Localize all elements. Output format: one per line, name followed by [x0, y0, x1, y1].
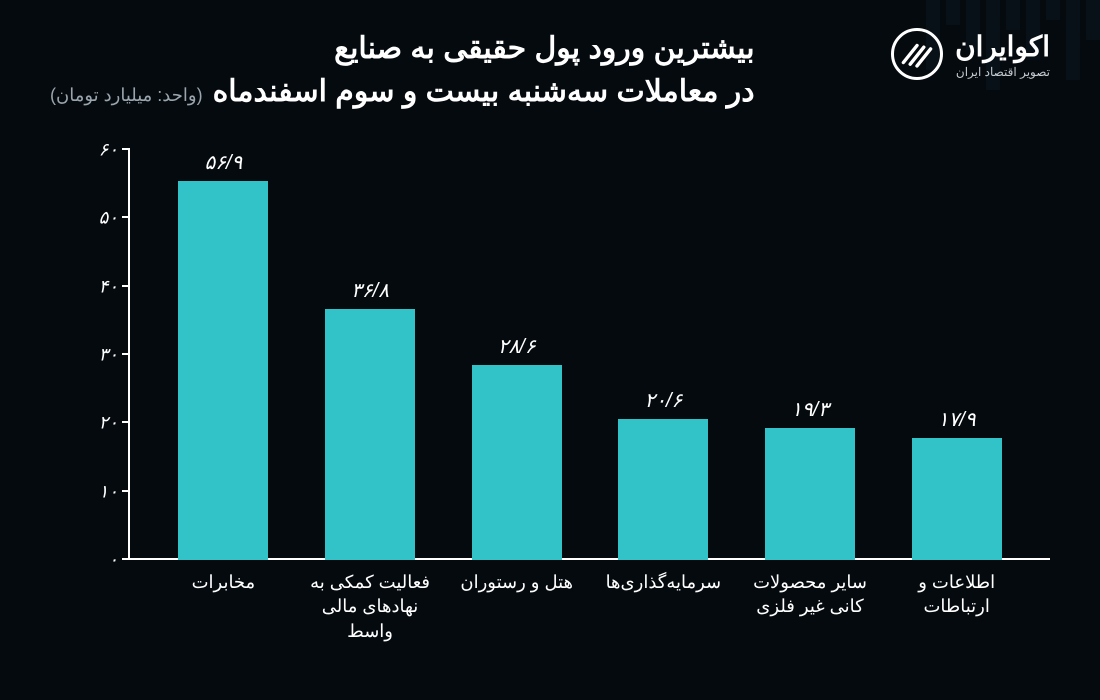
bar-group: ۱۷/۹ — [907, 150, 1007, 560]
y-tick-mark — [122, 353, 130, 355]
bar — [325, 309, 415, 560]
bar — [765, 428, 855, 560]
bar-value: ۲۸/۶ — [498, 334, 536, 359]
brand-logo: اکوایران تصویر اقتصاد ایران — [891, 28, 1050, 80]
bar-group: ۲۸/۶ — [467, 150, 567, 560]
x-label: هتل و رستوران — [457, 560, 577, 660]
y-tick-mark — [122, 421, 130, 423]
bar-value: ۳۶/۸ — [351, 278, 389, 303]
x-label: فعالیت کمکی به نهادهای مالی واسط — [310, 560, 430, 660]
bar — [912, 438, 1002, 560]
bar-value: ۱۷/۹ — [938, 407, 976, 432]
title-line1: بیشترین ورود پول حقیقی به صنایع — [50, 28, 755, 70]
x-label: اطلاعات و ارتباطات — [897, 560, 1017, 660]
x-label: سرمایه‌گذاری‌ها — [603, 560, 723, 660]
bar-group: ۲۰/۶ — [613, 150, 713, 560]
y-tick: ۲۰ — [99, 413, 118, 434]
x-label: سایر محصولات کانی غیر فلزی — [750, 560, 870, 660]
x-labels: مخابرات فعالیت کمکی به نهادهای مالی واسط ه… — [130, 560, 1050, 660]
bar-value: ۲۰/۶ — [644, 388, 682, 413]
title-unit: (واحد: میلیارد تومان) — [50, 85, 203, 105]
y-tick-mark — [122, 148, 130, 150]
bars-container: ۵۶/۹ ۳۶/۸ ۲۸/۶ ۲۰/۶ ۱۹/۳ ۱۷/۹ — [130, 150, 1050, 560]
y-tick-mark — [122, 216, 130, 218]
y-tick-mark — [122, 558, 130, 560]
logo-tagline: تصویر اقتصاد ایران — [955, 65, 1050, 79]
bar-group: ۵۶/۹ — [173, 150, 273, 560]
bar — [618, 419, 708, 560]
header: اکوایران تصویر اقتصاد ایران بیشترین ورود… — [50, 28, 1050, 109]
bar-group: ۱۹/۳ — [760, 150, 860, 560]
bar-value: ۵۶/۹ — [205, 150, 243, 175]
logo-name: اکوایران — [955, 30, 1050, 63]
logo-icon — [891, 28, 943, 80]
bar-value: ۱۹/۳ — [791, 397, 829, 422]
bar — [472, 365, 562, 560]
plot-area: ۵۶/۹ ۳۶/۸ ۲۸/۶ ۲۰/۶ ۱۹/۳ ۱۷/۹ — [130, 150, 1050, 560]
y-tick: ۶۰ — [99, 140, 118, 161]
title-line2: در معاملات سه‌شنبه بیست و سوم اسفندماه — [213, 75, 755, 108]
y-tick: ۴۰ — [99, 276, 118, 297]
y-tick-mark — [122, 285, 130, 287]
y-tick: ۵۰ — [99, 208, 118, 229]
y-axis: ۰۱۰۲۰۳۰۴۰۵۰۶۰ — [80, 150, 130, 560]
y-tick: ۳۰ — [99, 345, 118, 366]
x-label: مخابرات — [163, 560, 283, 660]
bar-chart: ۰۱۰۲۰۳۰۴۰۵۰۶۰ ۵۶/۹۳۶/۸۲۸/۶۲۰/۶۱۹/۳۱۷/۹ م… — [80, 150, 1050, 660]
y-tick-mark — [122, 490, 130, 492]
chart-title: بیشترین ورود پول حقیقی به صنایع در معامل… — [50, 28, 755, 109]
y-tick: ۱۰ — [99, 481, 118, 502]
bar-group: ۳۶/۸ — [320, 150, 420, 560]
bar — [178, 181, 268, 560]
y-tick: ۰ — [108, 550, 118, 571]
